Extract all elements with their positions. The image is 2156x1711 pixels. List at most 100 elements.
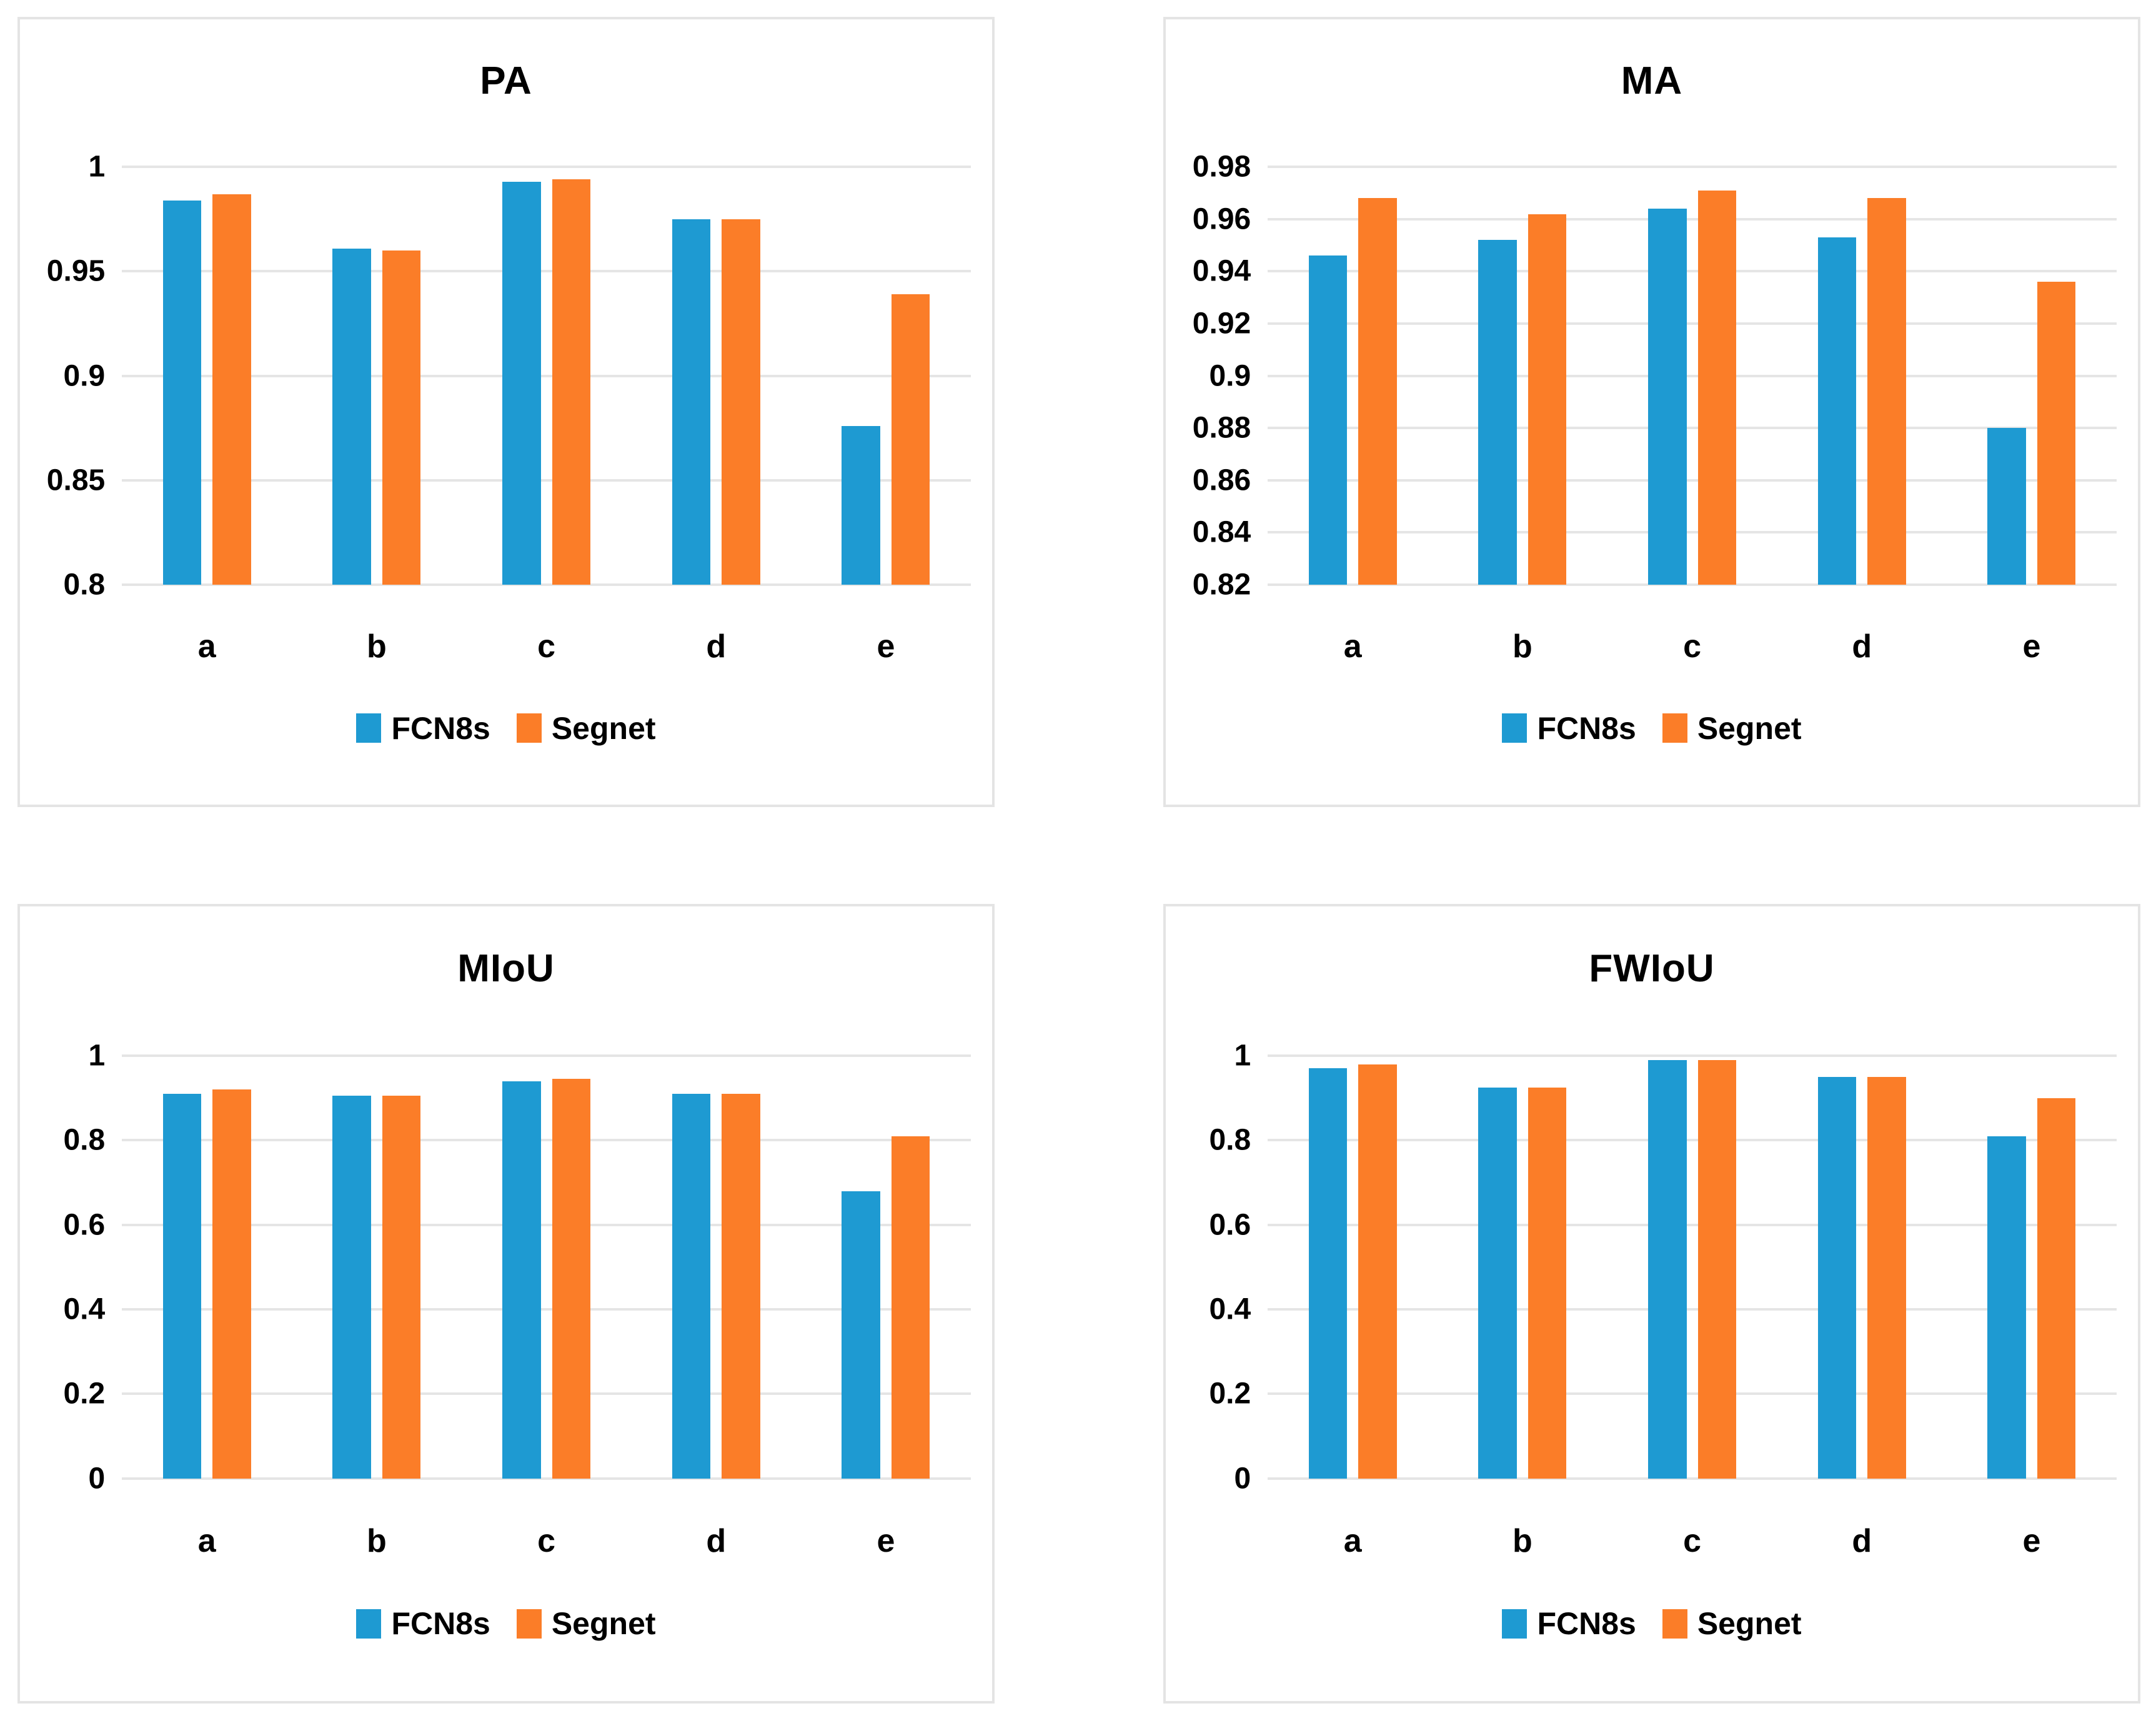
gridline [122, 479, 971, 482]
bar-segnet [1528, 214, 1567, 585]
bar-fcn8s [842, 1191, 880, 1479]
legend: FCN8s Segnet [1166, 713, 2138, 744]
x-axis-category-label: a [197, 628, 216, 665]
chart-panel-fwiou: FWIoU 1 0.8 0.6 0.4 0.2 0 a b c d e FCN8s Segnet [1163, 904, 2140, 1704]
y-axis-tick-label: 0.4 [1209, 1292, 1251, 1326]
y-axis-tick-label: 0.2 [1209, 1377, 1251, 1411]
x-axis: a b c d e [122, 1522, 970, 1578]
bar-fcn8s [672, 1094, 711, 1479]
y-axis-tick-label: 0 [1234, 1462, 1251, 1495]
bar-segnet [2037, 1098, 2076, 1479]
bar-fcn8s [502, 1081, 541, 1479]
bar-segnet [1528, 1087, 1567, 1479]
plot-area: 1 0.8 0.6 0.4 0.2 0 [63, 1039, 971, 1495]
bar-segnet [382, 250, 421, 585]
plot-area: 0.98 0.96 0.94 0.92 0.9 0.88 0.86 0.84 0.82 [1193, 151, 2117, 602]
legend-label-segnet: Segnet [1697, 1606, 1802, 1642]
gridline [1268, 166, 2117, 169]
y-axis-tick-label: 0.8 [63, 1123, 106, 1157]
bar-fcn8s [162, 200, 202, 585]
bar-segnet [1867, 198, 1906, 585]
x-axis-category-label: e [2022, 628, 2041, 665]
bar-fcn8s [1817, 1076, 1857, 1479]
legend-swatch-fcn8s-icon [1502, 1609, 1528, 1639]
x-axis-category-label: a [1343, 1522, 1362, 1559]
legend-label-segnet: Segnet [1697, 710, 1802, 746]
bar-fcn8s [672, 219, 711, 585]
legend-label-fcn8s: FCN8s [1537, 1606, 1636, 1642]
bar-segnet [1697, 1059, 1737, 1479]
legend: FCN8s Segnet [20, 713, 992, 744]
gridline [122, 270, 971, 273]
bar-segnet [212, 1089, 251, 1479]
y-axis-tick-label: 0 [88, 1462, 106, 1495]
x-axis-category-label: b [367, 628, 387, 665]
x-axis-category-label: e [877, 628, 895, 665]
legend-label-segnet: Segnet [551, 1606, 656, 1642]
gridline [1268, 270, 2117, 273]
y-axis-tick-label: 0.92 [1192, 307, 1251, 340]
y-axis-tick-label: 1 [1234, 1039, 1251, 1073]
x-axis: a b c d e [1268, 1522, 2116, 1578]
y-axis-tick-label: 0.96 [1192, 202, 1251, 236]
plot-area: 1 0.8 0.6 0.4 0.2 0 [1209, 1039, 2117, 1495]
x-axis-category-label: a [1343, 628, 1362, 665]
gridline [1268, 1223, 2117, 1226]
bar-fcn8s [1648, 1059, 1687, 1479]
x-axis-category-label: d [1852, 628, 1872, 665]
legend-swatch-fcn8s-icon [356, 713, 382, 743]
y-axis-tick-label: 0.82 [1192, 568, 1251, 602]
bar-segnet [891, 1136, 930, 1479]
x-axis-category-label: d [706, 628, 727, 665]
y-axis-tick-label: 0.6 [1209, 1208, 1251, 1242]
y-axis-tick-label: 0.95 [46, 254, 106, 288]
y-axis-tick-label: 0.8 [1209, 1123, 1251, 1157]
chart-title: MA [1621, 59, 1683, 102]
x-axis: a b c d e [1268, 628, 2116, 683]
x-axis-category-label: d [1852, 1522, 1872, 1559]
bar-segnet [1358, 1064, 1397, 1479]
y-axis-tick-label: 0.98 [1192, 150, 1251, 184]
y-axis-tick-label: 0.85 [46, 464, 106, 497]
gridline [122, 166, 971, 169]
x-axis-category-label: b [1513, 628, 1533, 665]
y-axis-tick-label: 0.4 [63, 1292, 106, 1326]
bar-fcn8s [1308, 1068, 1348, 1479]
y-axis-tick-label: 0.84 [1192, 515, 1251, 549]
gridline [122, 1392, 971, 1396]
chart-panel-ma: MA 0.98 0.96 0.94 0.92 0.9 0.88 0.86 0.84 0.82 a… [1163, 17, 2140, 807]
bar-segnet [552, 1079, 591, 1479]
plot-area: 1 0.95 0.9 0.85 0.8 [47, 151, 971, 602]
x-axis-category-label: a [197, 1522, 216, 1559]
bar-segnet [552, 179, 591, 585]
x-axis-category-label: b [367, 1522, 387, 1559]
bar-fcn8s [1478, 240, 1517, 585]
bar-fcn8s [1987, 428, 2026, 585]
x-axis-category-label: c [1683, 628, 1702, 665]
gridline [1268, 427, 2117, 430]
gridline [1268, 1477, 2117, 1480]
legend-swatch-fcn8s-icon [356, 1609, 382, 1639]
bar-fcn8s [842, 425, 880, 585]
bar-segnet [891, 294, 930, 585]
legend-label-fcn8s: FCN8s [1537, 710, 1636, 746]
legend: FCN8s Segnet [20, 1608, 992, 1639]
bar-segnet [1697, 190, 1737, 585]
gridline [1268, 322, 2117, 325]
legend-label-fcn8s: FCN8s [391, 710, 490, 746]
bar-segnet [2037, 282, 2076, 585]
chart-panel-pa: PA 1 0.95 0.9 0.85 0.8 a b c d e FCN8s Segnet [17, 17, 995, 807]
gridline [122, 583, 971, 587]
bar-fcn8s [502, 181, 541, 585]
gridline [1268, 479, 2117, 482]
y-axis-tick-label: 0.2 [63, 1377, 106, 1411]
legend-label-fcn8s: FCN8s [391, 1606, 490, 1642]
legend-swatch-segnet-icon [516, 1609, 542, 1639]
gridline [122, 1054, 971, 1058]
chart-title: PA [480, 59, 532, 102]
y-axis-tick-label: 0.9 [1209, 359, 1251, 393]
legend-swatch-fcn8s-icon [1502, 713, 1528, 743]
x-axis-category-label: c [1683, 1522, 1702, 1559]
chart-title: FWIoU [1589, 946, 1715, 990]
